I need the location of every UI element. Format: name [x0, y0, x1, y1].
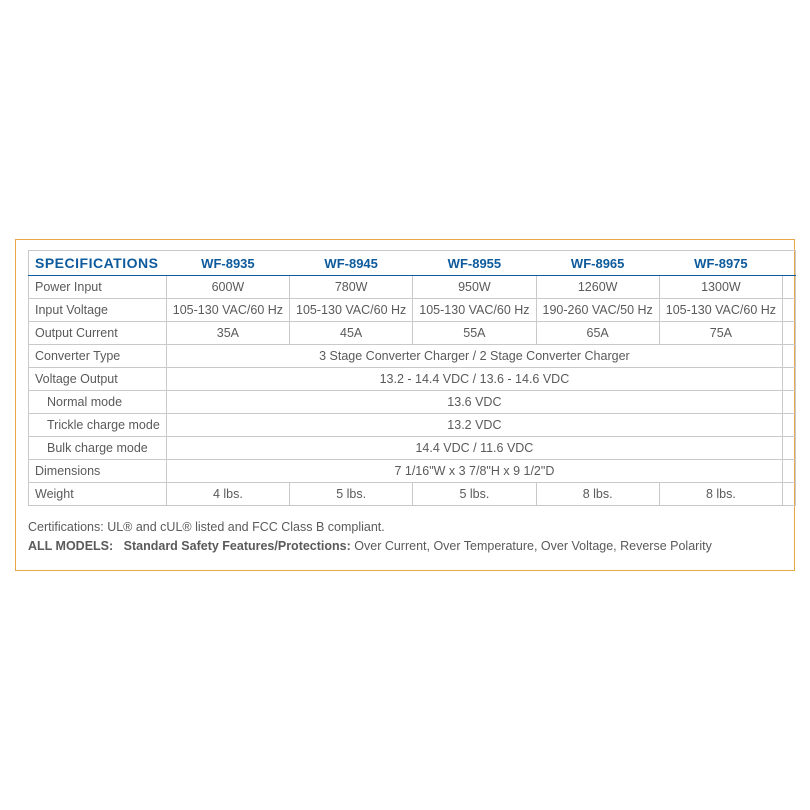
table-header: SPECIFICATIONS WF-8935 WF-8945 WF-8955 W…	[29, 251, 796, 276]
row-value: 950W	[413, 276, 536, 299]
row-span-value: 14.4 VDC / 11.6 VDC	[166, 437, 782, 460]
row-value: 5 lbs.	[413, 483, 536, 506]
tail-cell	[783, 437, 796, 460]
model-header: WF-8975	[659, 251, 782, 276]
all-models-label: ALL MODELS:	[28, 539, 113, 553]
table-row: Dimensions7 1/16"W x 3 7/8"H x 9 1/2"D	[29, 460, 796, 483]
table-row: Bulk charge mode14.4 VDC / 11.6 VDC	[29, 437, 796, 460]
row-value: 4 lbs.	[166, 483, 289, 506]
row-value: 780W	[290, 276, 413, 299]
row-value: 8 lbs.	[536, 483, 659, 506]
model-header: WF-8935	[166, 251, 289, 276]
table-body: Power Input600W780W950W1260W1300WInput V…	[29, 276, 796, 506]
row-span-value: 7 1/16"W x 3 7/8"H x 9 1/2"D	[166, 460, 782, 483]
tail-cell	[783, 299, 796, 322]
tail-cell	[783, 460, 796, 483]
row-value: 1260W	[536, 276, 659, 299]
spec-title: SPECIFICATIONS	[29, 251, 167, 276]
model-header: WF-8945	[290, 251, 413, 276]
row-value: 105-130 VAC/60 Hz	[290, 299, 413, 322]
table-row: Trickle charge mode13.2 VDC	[29, 414, 796, 437]
row-label: Weight	[29, 483, 167, 506]
model-header: WF-8955	[413, 251, 536, 276]
tail-cell	[783, 391, 796, 414]
table-row: Input Voltage105-130 VAC/60 Hz105-130 VA…	[29, 299, 796, 322]
tail-cell	[783, 483, 796, 506]
row-label: Bulk charge mode	[29, 437, 167, 460]
model-header: WF-8965	[536, 251, 659, 276]
spec-frame: SPECIFICATIONS WF-8935 WF-8945 WF-8955 W…	[15, 239, 795, 571]
table-row: Voltage Output13.2 - 14.4 VDC / 13.6 - 1…	[29, 368, 796, 391]
tail-cell	[783, 345, 796, 368]
row-label: Converter Type	[29, 345, 167, 368]
row-value: 8 lbs.	[659, 483, 782, 506]
row-label: Power Input	[29, 276, 167, 299]
tail-cell	[783, 368, 796, 391]
row-span-value: 3 Stage Converter Charger / 2 Stage Conv…	[166, 345, 782, 368]
row-value: 105-130 VAC/60 Hz	[413, 299, 536, 322]
row-value: 65A	[536, 322, 659, 345]
row-value: 45A	[290, 322, 413, 345]
footer-notes: Certifications: UL® and cUL® listed and …	[28, 518, 782, 556]
safety-label: Standard Safety Features/Protections:	[124, 539, 351, 553]
row-value: 600W	[166, 276, 289, 299]
table-row: Converter Type3 Stage Converter Charger …	[29, 345, 796, 368]
table-row: Weight4 lbs.5 lbs.5 lbs.8 lbs.8 lbs.	[29, 483, 796, 506]
tail-cell	[783, 414, 796, 437]
row-value: 75A	[659, 322, 782, 345]
row-label: Normal mode	[29, 391, 167, 414]
table-row: Output Current35A45A55A65A75A	[29, 322, 796, 345]
row-value: 55A	[413, 322, 536, 345]
table-row: Power Input600W780W950W1260W1300W	[29, 276, 796, 299]
row-span-value: 13.2 VDC	[166, 414, 782, 437]
row-value: 35A	[166, 322, 289, 345]
safety-line: ALL MODELS: Standard Safety Features/Pro…	[28, 537, 782, 556]
row-label: Trickle charge mode	[29, 414, 167, 437]
row-span-value: 13.2 - 14.4 VDC / 13.6 - 14.6 VDC	[166, 368, 782, 391]
row-span-value: 13.6 VDC	[166, 391, 782, 414]
spec-table: SPECIFICATIONS WF-8935 WF-8945 WF-8955 W…	[28, 250, 796, 506]
row-value: 105-130 VAC/60 Hz	[659, 299, 782, 322]
safety-text: Over Current, Over Temperature, Over Vol…	[351, 539, 712, 553]
row-value: 105-130 VAC/60 Hz	[166, 299, 289, 322]
tail-cell	[783, 276, 796, 299]
row-label: Voltage Output	[29, 368, 167, 391]
row-label: Input Voltage	[29, 299, 167, 322]
table-row: Normal mode13.6 VDC	[29, 391, 796, 414]
row-value: 1300W	[659, 276, 782, 299]
tail-cell	[783, 322, 796, 345]
row-value: 5 lbs.	[290, 483, 413, 506]
row-label: Output Current	[29, 322, 167, 345]
row-label: Dimensions	[29, 460, 167, 483]
tail-cell	[783, 251, 796, 276]
certification-text: Certifications: UL® and cUL® listed and …	[28, 518, 782, 537]
row-value: 190-260 VAC/50 Hz	[536, 299, 659, 322]
